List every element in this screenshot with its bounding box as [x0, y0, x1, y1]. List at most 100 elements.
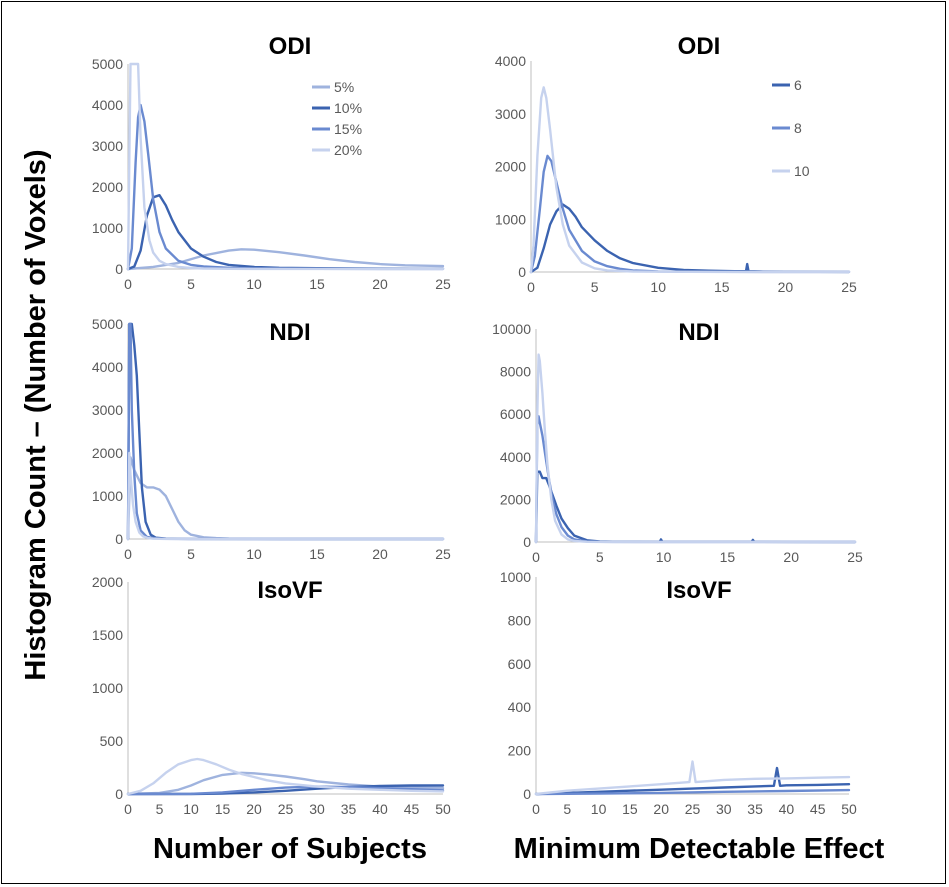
- y-tick-label: 1000: [92, 220, 123, 236]
- legend: 5% 10% 15% 20%: [312, 79, 362, 158]
- x-tick-label: 35: [341, 801, 357, 817]
- x-tick-label: 25: [435, 276, 451, 292]
- y-tick-label: 800: [508, 612, 532, 628]
- x-tick-label: 5: [591, 279, 599, 295]
- series-line-2: [534, 788, 851, 796]
- x-tick-label: 0: [532, 801, 540, 817]
- series-line-3: [126, 322, 445, 541]
- y-tick-label: 2000: [92, 445, 123, 461]
- legend-label: 15%: [334, 121, 362, 137]
- y-tick-label: 4000: [500, 449, 531, 465]
- x-tick-label: 15: [215, 801, 231, 817]
- x-tick-label: 30: [309, 801, 325, 817]
- series-line-3: [534, 353, 857, 544]
- x-tick-label: 25: [841, 279, 857, 295]
- x-tick-label: 20: [783, 549, 799, 565]
- chart-panel-1: ODI 0 5 10 15 20 25 0 1000 2000 3000 4000 5000 5% 10% 1…: [92, 33, 451, 292]
- y-tick-label: 0: [115, 786, 123, 802]
- x-tick-label: 0: [124, 546, 132, 562]
- x-tick-label: 20: [372, 546, 388, 562]
- legend-label: 20%: [334, 142, 362, 158]
- x-tick-label: 30: [716, 801, 732, 817]
- x-tick-label: 40: [779, 801, 795, 817]
- chart-title: NDI: [678, 319, 719, 346]
- y-tick-label: 200: [508, 743, 532, 759]
- x-tick-label: 10: [183, 801, 199, 817]
- series-line-1: [126, 456, 445, 541]
- y-tick-label: 400: [508, 699, 532, 715]
- y-tick-label: 1000: [500, 569, 531, 585]
- y-tick-label: 1000: [495, 211, 526, 227]
- y-tick-label: 2000: [500, 491, 531, 507]
- chart-panel-6: IsoVF 0 5 10 15 20 25 30 35 40 45 50 0 200 400 600 800 10…: [500, 569, 857, 817]
- legend-label: 5%: [334, 79, 354, 95]
- x-tick-label: 20: [372, 276, 388, 292]
- x-tick-label: 35: [747, 801, 763, 817]
- y-tick-label: 0: [523, 786, 531, 802]
- series-line-15pct: [126, 103, 445, 271]
- y-tick-label: 3000: [92, 138, 123, 154]
- x-tick-label: 10: [246, 546, 262, 562]
- chart-title: ODI: [678, 33, 721, 60]
- x-tick-label: 20: [653, 801, 669, 817]
- x-tick-label: 15: [714, 279, 730, 295]
- y-axis-label: Histogram Count – (Number of Voxels): [20, 149, 52, 680]
- x-tick-label: 5: [596, 549, 604, 565]
- series-line-10: [529, 86, 851, 274]
- y-tick-label: 3000: [92, 402, 123, 418]
- y-tick-label: 10000: [492, 321, 531, 337]
- x-tick-label: 10: [650, 279, 666, 295]
- y-tick-label: 0: [523, 534, 531, 550]
- y-tick-label: 2000: [92, 179, 123, 195]
- x-tick-label: 10: [656, 549, 672, 565]
- y-tick-label: 1000: [92, 680, 123, 696]
- x-tick-label: 10: [246, 276, 262, 292]
- x-tick-label: 0: [532, 549, 540, 565]
- y-tick-label: 0: [115, 261, 123, 277]
- series-line-1: [534, 766, 851, 796]
- x-tick-label: 25: [435, 546, 451, 562]
- y-tick-label: 2000: [495, 159, 526, 175]
- legend-label: 10%: [334, 100, 362, 116]
- x-tick-label: 15: [309, 546, 325, 562]
- series-line-2: [534, 415, 857, 544]
- x-tick-label: 50: [435, 801, 451, 817]
- x-tick-label: 5: [156, 801, 164, 817]
- y-tick-label: 2000: [92, 574, 123, 590]
- x-tick-label: 15: [622, 801, 638, 817]
- chart-title: IsoVF: [666, 577, 731, 604]
- x-tick-label: 15: [720, 549, 736, 565]
- y-tick-label: 8000: [500, 364, 531, 380]
- chart-panel-3: NDI 0 5 10 15 20 25 0 1000 2000 3000 4000 5000: [92, 316, 451, 562]
- chart-title: NDI: [269, 319, 310, 346]
- y-tick-label: 500: [100, 733, 124, 749]
- x-tick-label: 25: [685, 801, 701, 817]
- x-tick-label: 15: [309, 276, 325, 292]
- x-tick-label: 50: [841, 801, 857, 817]
- legend-label: 6: [794, 77, 802, 93]
- x-tick-label: 0: [527, 279, 535, 295]
- y-tick-label: 4000: [92, 97, 123, 113]
- y-tick-label: 5000: [92, 316, 123, 332]
- y-tick-label: 6000: [500, 406, 531, 422]
- series-line-6: [529, 203, 851, 274]
- series-line-4: [126, 451, 445, 541]
- x-tick-label: 5: [187, 546, 195, 562]
- series-line-3: [126, 785, 445, 796]
- y-tick-label: 0: [518, 264, 526, 280]
- y-tick-label: 0: [115, 531, 123, 547]
- chart-title: ODI: [269, 33, 312, 60]
- x-tick-label: 5: [187, 276, 195, 292]
- x-tick-label: 20: [246, 801, 262, 817]
- y-tick-label: 1500: [92, 627, 123, 643]
- x-tick-label: 5: [563, 801, 571, 817]
- y-tick-label: 3000: [495, 106, 526, 122]
- x-tick-label: 45: [810, 801, 826, 817]
- y-tick-label: 5000: [92, 56, 123, 72]
- y-tick-label: 1000: [92, 488, 123, 504]
- chart-panel-4: NDI 0 5 10 15 20 25 0 2000 4000 6000 8000 10000: [492, 319, 863, 565]
- x-tick-label: 40: [372, 801, 388, 817]
- x-tick-label: 0: [124, 801, 132, 817]
